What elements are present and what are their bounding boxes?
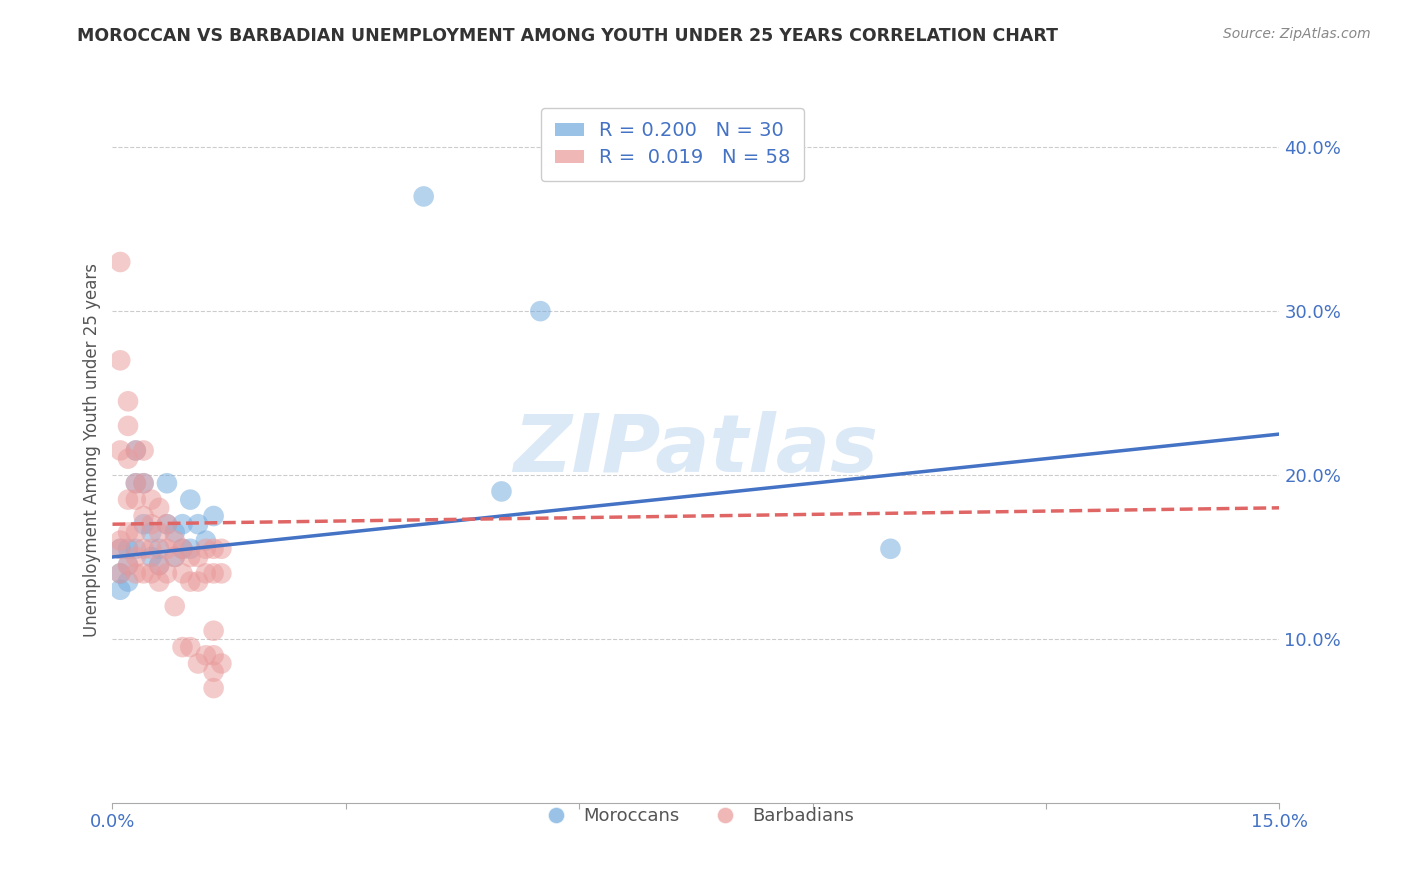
Point bbox=[125, 566, 148, 581]
Point bbox=[148, 574, 170, 589]
Point bbox=[187, 657, 209, 671]
Point bbox=[141, 492, 163, 507]
Point bbox=[141, 517, 163, 532]
Point bbox=[187, 574, 209, 589]
Point bbox=[179, 574, 201, 589]
Point bbox=[156, 541, 179, 556]
Point bbox=[110, 566, 132, 581]
Point bbox=[110, 541, 132, 556]
Point bbox=[179, 640, 201, 654]
Point bbox=[412, 189, 434, 203]
Point bbox=[125, 443, 148, 458]
Point bbox=[117, 574, 139, 589]
Point bbox=[125, 443, 148, 458]
Point bbox=[172, 517, 194, 532]
Point bbox=[156, 517, 179, 532]
Point bbox=[132, 476, 155, 491]
Point bbox=[156, 566, 179, 581]
Point bbox=[156, 517, 179, 532]
Point bbox=[117, 418, 139, 433]
Point bbox=[125, 476, 148, 491]
Point bbox=[117, 558, 139, 573]
Point bbox=[202, 681, 225, 695]
Point bbox=[179, 549, 201, 564]
Point bbox=[148, 541, 170, 556]
Point bbox=[172, 541, 194, 556]
Point bbox=[202, 566, 225, 581]
Point bbox=[179, 492, 201, 507]
Point bbox=[110, 443, 132, 458]
Point bbox=[117, 525, 139, 540]
Text: ZIPatlas: ZIPatlas bbox=[513, 411, 879, 490]
Point bbox=[179, 541, 201, 556]
Point bbox=[194, 566, 217, 581]
Point bbox=[209, 566, 232, 581]
Point bbox=[163, 549, 186, 564]
Point bbox=[125, 492, 148, 507]
Point bbox=[110, 533, 132, 548]
Point bbox=[209, 541, 232, 556]
Point bbox=[202, 648, 225, 663]
Point bbox=[148, 558, 170, 573]
Point bbox=[125, 541, 148, 556]
Point bbox=[110, 255, 132, 269]
Point bbox=[172, 640, 194, 654]
Point bbox=[117, 541, 139, 556]
Point bbox=[194, 533, 217, 548]
Point bbox=[156, 476, 179, 491]
Point bbox=[110, 582, 132, 597]
Point bbox=[163, 549, 186, 564]
Point bbox=[209, 657, 232, 671]
Point bbox=[172, 566, 194, 581]
Point bbox=[141, 541, 163, 556]
Point bbox=[202, 541, 225, 556]
Point bbox=[148, 525, 170, 540]
Text: Source: ZipAtlas.com: Source: ZipAtlas.com bbox=[1223, 27, 1371, 41]
Point bbox=[117, 558, 139, 573]
Point bbox=[202, 624, 225, 638]
Point bbox=[529, 304, 551, 318]
Point bbox=[132, 517, 155, 532]
Point bbox=[187, 549, 209, 564]
Point bbox=[879, 541, 901, 556]
Point bbox=[132, 508, 155, 523]
Point bbox=[132, 541, 155, 556]
Point bbox=[141, 525, 163, 540]
Point bbox=[125, 476, 148, 491]
Point bbox=[194, 648, 217, 663]
Point bbox=[141, 566, 163, 581]
Point bbox=[117, 394, 139, 409]
Point bbox=[132, 443, 155, 458]
Point bbox=[163, 525, 186, 540]
Point bbox=[194, 541, 217, 556]
Point bbox=[110, 541, 132, 556]
Point bbox=[132, 566, 155, 581]
Point bbox=[110, 566, 132, 581]
Point bbox=[148, 558, 170, 573]
Point bbox=[202, 508, 225, 523]
Point bbox=[163, 533, 186, 548]
Point bbox=[125, 525, 148, 540]
Y-axis label: Unemployment Among Youth under 25 years: Unemployment Among Youth under 25 years bbox=[83, 263, 101, 638]
Point bbox=[110, 353, 132, 368]
Point bbox=[141, 549, 163, 564]
Point bbox=[163, 599, 186, 614]
Point bbox=[491, 484, 513, 499]
Legend: Moroccans, Barbadians: Moroccans, Barbadians bbox=[531, 800, 860, 832]
Point bbox=[187, 517, 209, 532]
Text: MOROCCAN VS BARBADIAN UNEMPLOYMENT AMONG YOUTH UNDER 25 YEARS CORRELATION CHART: MOROCCAN VS BARBADIAN UNEMPLOYMENT AMONG… bbox=[77, 27, 1059, 45]
Point bbox=[148, 500, 170, 515]
Point bbox=[125, 549, 148, 564]
Point bbox=[117, 492, 139, 507]
Point bbox=[172, 541, 194, 556]
Point bbox=[117, 451, 139, 466]
Point bbox=[202, 665, 225, 679]
Point bbox=[132, 476, 155, 491]
